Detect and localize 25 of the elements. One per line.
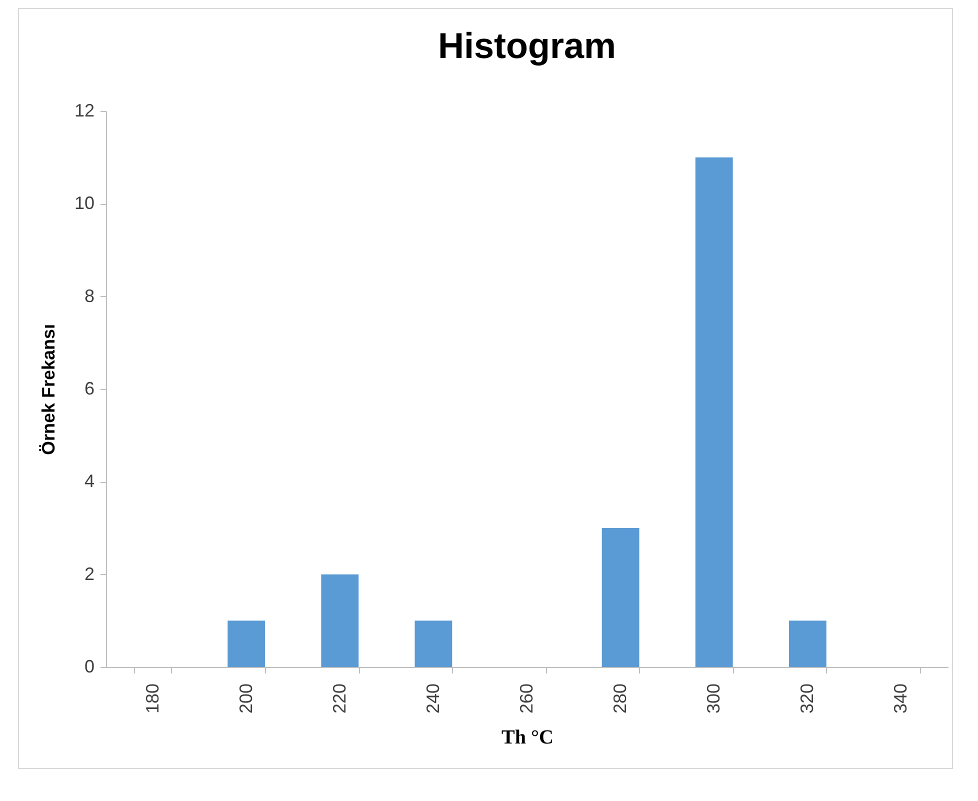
bar (321, 574, 359, 667)
y-tick-label: 0 (84, 656, 94, 676)
x-tick-label: 280 (610, 684, 630, 714)
bar (788, 620, 826, 667)
chart-title: Histogram (438, 25, 616, 66)
y-axis-title: Örnek Frekansı (38, 324, 58, 456)
bar (602, 528, 640, 667)
x-tick-label: 180 (142, 684, 162, 714)
y-tick-label: 10 (74, 193, 94, 214)
x-tick-label: 300 (704, 684, 724, 714)
bar (414, 620, 452, 667)
y-tick-label: 4 (84, 471, 94, 492)
x-tick-label: 260 (516, 684, 536, 714)
bar (695, 157, 733, 667)
x-tick-label: 220 (329, 684, 350, 714)
x-tick-label: 200 (236, 684, 256, 714)
x-tick-label: 340 (890, 684, 911, 714)
y-tick-label: 12 (74, 100, 94, 120)
bar (228, 620, 266, 667)
y-tick-label: 8 (84, 286, 94, 306)
y-tick-label: 2 (84, 564, 94, 584)
x-tick-label: 240 (422, 684, 443, 714)
x-axis-title: Th °C (502, 726, 554, 749)
y-tick-label: 6 (84, 378, 94, 398)
x-tick-label: 320 (797, 684, 818, 714)
